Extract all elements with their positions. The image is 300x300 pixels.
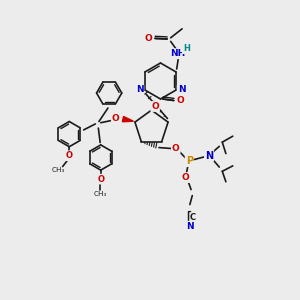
Text: N: N bbox=[186, 222, 194, 231]
Text: N: N bbox=[178, 85, 185, 94]
Text: O: O bbox=[151, 102, 159, 111]
Text: O: O bbox=[112, 114, 120, 123]
Text: O: O bbox=[145, 34, 153, 43]
Text: C: C bbox=[190, 213, 196, 222]
Text: O: O bbox=[182, 173, 190, 182]
Text: CH₃: CH₃ bbox=[94, 191, 107, 197]
Text: N: N bbox=[205, 151, 213, 161]
Text: O: O bbox=[97, 175, 104, 184]
Text: N: N bbox=[136, 85, 143, 94]
Text: P: P bbox=[186, 156, 193, 166]
Text: H: H bbox=[183, 44, 190, 53]
Polygon shape bbox=[122, 116, 134, 122]
Text: O: O bbox=[172, 144, 180, 153]
Text: NH: NH bbox=[170, 49, 185, 58]
Text: CH₃: CH₃ bbox=[52, 167, 65, 173]
Text: O: O bbox=[177, 96, 184, 105]
Text: O: O bbox=[66, 151, 73, 160]
